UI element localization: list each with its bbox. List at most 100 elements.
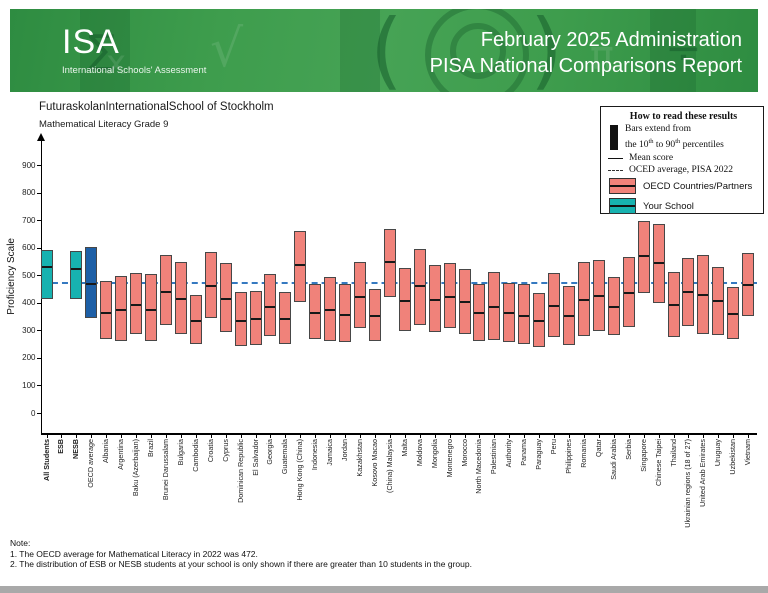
mean-line-icon <box>608 157 623 159</box>
xlabel-albania: Albania <box>101 439 111 463</box>
decor-circle-icon <box>425 9 529 92</box>
xlabel-hong-kong-china: Hong Kong (China) <box>295 439 305 501</box>
mean-line-panama <box>519 314 530 317</box>
xlabel-peru: Peru <box>549 439 559 455</box>
mean-line-cambodia <box>190 320 201 323</box>
legend-item-oecd-dashed: OCED average, PISA 2022 <box>608 165 763 175</box>
x-tick-mark <box>509 434 511 438</box>
xlabel-china-malaysia: (China) Malaysia <box>384 439 394 493</box>
xlabel-qatar: Qatar <box>593 439 603 457</box>
x-tick-mark <box>270 434 272 438</box>
percentile-bar-label-line2: the 10th to 90th percentiles <box>625 137 724 150</box>
mean-line-indonesia <box>310 312 321 315</box>
footnote-heading: Note: <box>10 538 31 548</box>
bar-singapore <box>637 220 650 293</box>
x-tick-mark <box>539 434 541 438</box>
footnote-1: 1. The OECD average for Mathematical Lit… <box>10 548 258 559</box>
footnote-2: 2. The distribution of ESB or NESB stude… <box>10 559 472 569</box>
bar-uzbekistan <box>727 287 740 340</box>
x-tick-mark <box>76 434 78 438</box>
bar-palestinian <box>488 272 501 340</box>
x-tick-mark <box>718 434 720 438</box>
bar-panama <box>518 284 531 345</box>
xlabel-ukrainian-regions-18-of-27: Ukrainian regions (18 of 27) <box>683 439 693 528</box>
x-tick-mark <box>569 434 571 438</box>
mean-line-bulgaria <box>175 298 186 301</box>
mean-line-romania <box>578 298 589 301</box>
y-tick-label: 500 <box>22 270 36 280</box>
x-tick-mark <box>300 434 302 438</box>
mean-line-albania <box>101 311 112 314</box>
x-tick-mark <box>688 434 690 438</box>
bar-cambodia <box>189 295 202 345</box>
y-tick-label: 200 <box>22 353 36 363</box>
x-tick-mark <box>315 434 317 438</box>
mean-line-morocco <box>459 301 470 304</box>
x-tick-mark <box>285 434 287 438</box>
bar-mongolia <box>428 265 441 332</box>
x-tick-mark <box>360 434 362 438</box>
xlabel-romania: Romania <box>578 439 588 468</box>
bar-baku-azerbaijan <box>130 272 143 334</box>
y-tick-label: 700 <box>22 215 36 225</box>
xlabel-panama: Panama <box>519 439 529 466</box>
x-tick-mark <box>165 434 167 438</box>
x-tick-mark <box>628 434 630 438</box>
x-tick-mark <box>106 434 108 438</box>
mean-line-mongolia <box>429 298 440 301</box>
mean-line-peru <box>549 305 560 308</box>
xlabel-jordan: Jordan <box>340 439 350 461</box>
bar-brazil <box>145 274 157 342</box>
mean-line-guatemala <box>280 318 291 321</box>
legend-item-mean: Mean score <box>608 153 763 163</box>
bar-china-malaysia <box>383 229 396 297</box>
x-tick-mark <box>733 434 735 438</box>
mean-line-china-malaysia <box>384 260 395 263</box>
your-school-label: Your School <box>643 200 694 212</box>
x-tick-mark <box>61 434 63 438</box>
bar-moldova <box>413 248 426 325</box>
isa-logo-subtitle: International Schools' Assessment <box>62 65 207 76</box>
mean-line-el-salvador <box>250 318 261 321</box>
mean-line-serbia <box>623 291 634 294</box>
mean-label: Mean score <box>629 153 674 164</box>
bar-vietnam <box>742 252 755 317</box>
xlabel-mongolia: Mongolia <box>429 439 439 469</box>
bar-qatar <box>592 259 605 332</box>
xlabel-nesb: NESB <box>71 439 81 459</box>
y-tick-mark <box>36 275 41 277</box>
xlabel-oecd-average: OECD average <box>86 439 96 488</box>
y-tick-mark <box>36 247 41 249</box>
xlabel-thailand: Thailand <box>668 439 678 467</box>
mean-line-argentina <box>116 308 127 311</box>
x-tick-mark <box>255 434 257 438</box>
y-tick-mark <box>36 192 41 194</box>
mean-line-palestinian <box>489 305 500 308</box>
legend-item-percentile-bar: Bars extend from the 10th to 90th percen… <box>608 124 763 151</box>
x-tick-mark <box>46 434 48 438</box>
x-tick-mark <box>225 434 227 438</box>
bar-romania <box>577 262 590 336</box>
mean-line-oecd-average <box>86 282 97 285</box>
bar-paraguay <box>533 292 546 347</box>
y-tick-label: 900 <box>22 160 36 170</box>
subject-subtitle: Mathematical Literacy Grade 9 <box>39 119 169 130</box>
bar-kosovo-macao <box>368 288 381 342</box>
xlabel-cambodia: Cambodia <box>190 439 200 472</box>
bar-thailand <box>667 271 680 337</box>
xlabel-palestinian: Palestinian <box>489 439 499 475</box>
x-tick-mark <box>643 434 645 438</box>
bar-guatemala <box>279 291 292 344</box>
x-tick-mark <box>195 434 197 438</box>
oecd-countries-label: OECD Countries/Partners <box>643 180 753 192</box>
x-tick-mark <box>330 434 332 438</box>
x-tick-mark <box>91 434 93 438</box>
dashed-label: OCED average, PISA 2022 <box>629 165 733 176</box>
x-tick-mark <box>598 434 600 438</box>
mean-line-jordan <box>340 313 351 316</box>
x-tick-mark <box>389 434 391 438</box>
decor-panel <box>650 9 696 92</box>
y-tick-mark <box>36 302 41 304</box>
x-tick-mark <box>613 434 615 438</box>
